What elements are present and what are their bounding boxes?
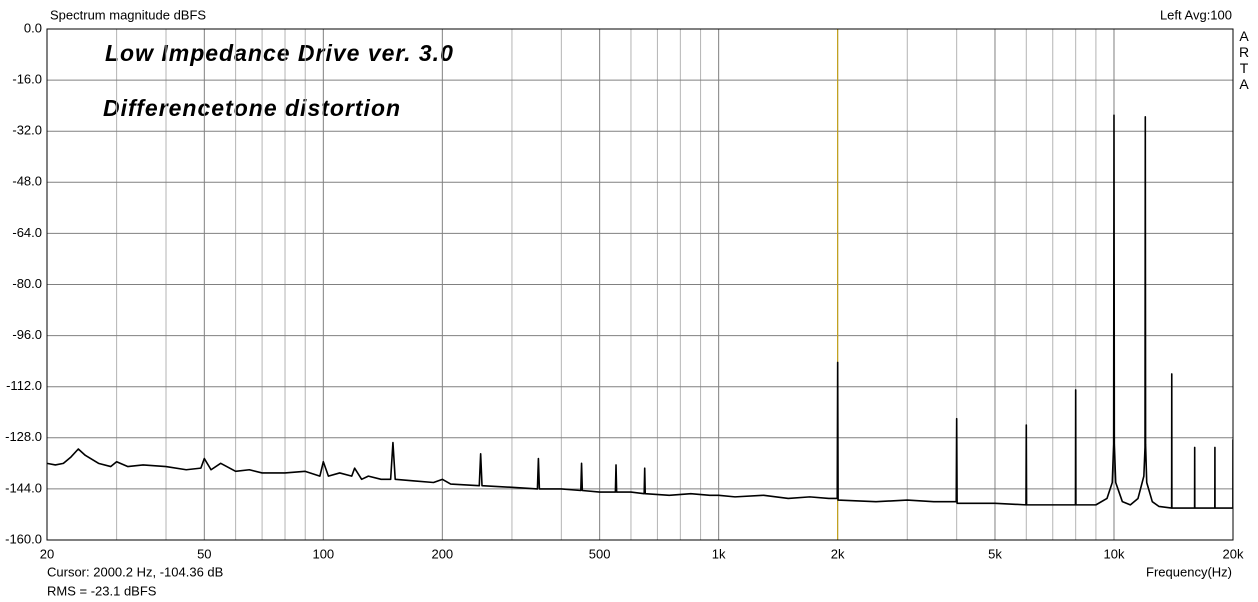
rms-readout: RMS = -23.1 dBFS [47, 583, 157, 598]
y-tick-label: -144.0 [5, 480, 42, 495]
y-tick-label: -32.0 [12, 123, 42, 138]
x-tick-label: 5k [988, 546, 1002, 561]
x-tick-label: 2k [831, 546, 845, 561]
y-tick-label: -48.0 [12, 174, 42, 189]
x-tick-label: 20k [1223, 546, 1244, 561]
cursor-readout: Cursor: 2000.2 Hz, -104.36 dB [47, 564, 223, 579]
brand: ARTA [1236, 28, 1252, 92]
x-tick-label: 1k [712, 546, 726, 561]
x-tick-label: 50 [197, 546, 211, 561]
plot-frame [46, 28, 1234, 541]
y-tick-label: -96.0 [12, 327, 42, 342]
chart-title: Spectrum magnitude dBFS [50, 7, 206, 22]
annotation: Differencetone distortion [103, 95, 401, 121]
x-tick-label: 20 [40, 546, 54, 561]
y-tick-label: -128.0 [5, 429, 42, 444]
x-tick-label: 10k [1104, 546, 1125, 561]
channel-label: Left Avg:100 [1160, 7, 1232, 22]
x-tick-label: 500 [589, 546, 611, 561]
spectrum-line [47, 114, 1233, 509]
y-tick-label: -112.0 [6, 378, 42, 393]
x-tick-label: 100 [312, 546, 334, 561]
y-tick-label: -160.0 [5, 531, 42, 546]
y-tick-label: -16.0 [12, 72, 42, 87]
y-tick-label: 0.0 [24, 20, 42, 35]
y-tick-label: -80.0 [12, 276, 42, 291]
annotation: Low Impedance Drive ver. 3.0 [105, 40, 454, 66]
y-tick-label: -64.0 [12, 225, 42, 240]
x-tick-label: 200 [431, 546, 453, 561]
x-axis-label: Frequency(Hz) [1146, 564, 1232, 579]
